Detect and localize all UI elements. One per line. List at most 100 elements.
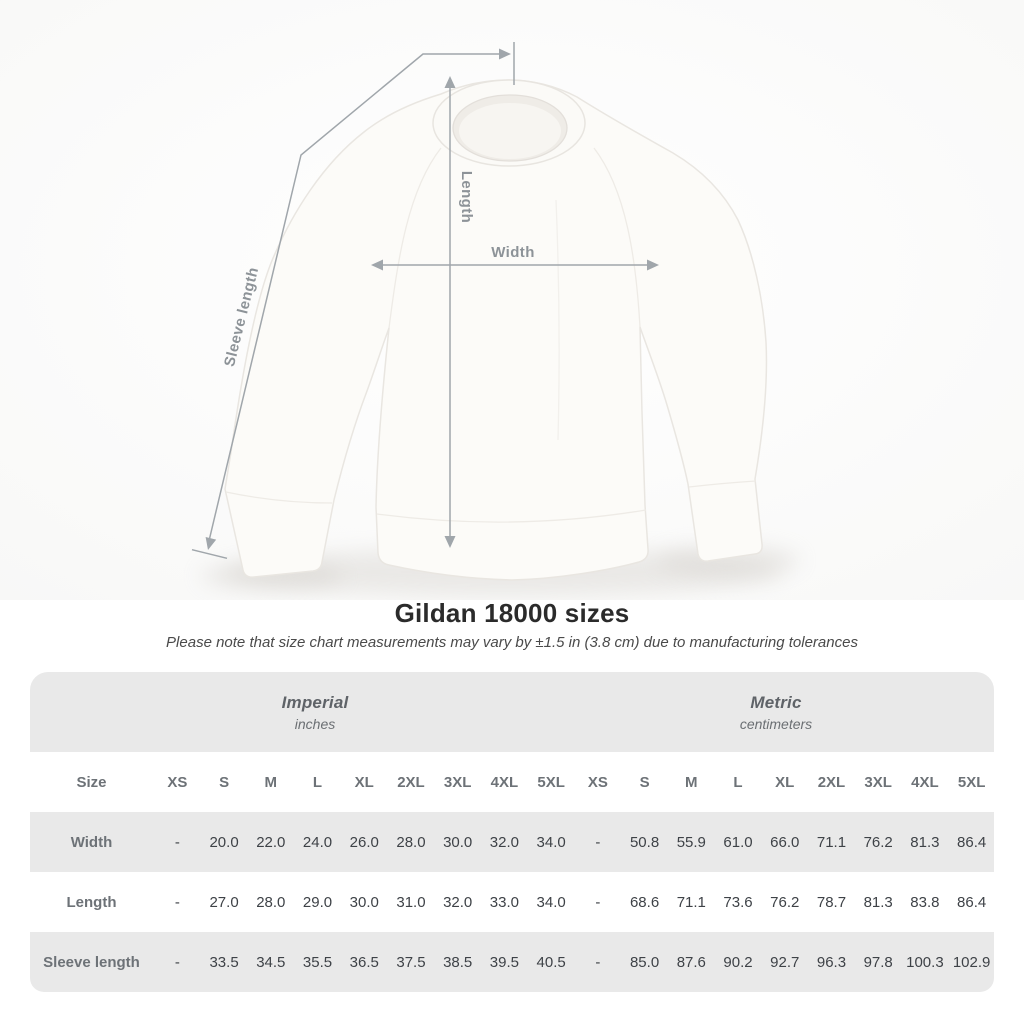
value-cell: 27.0: [199, 872, 247, 932]
value-cell: 86.4: [947, 812, 994, 872]
width-label: Width: [491, 244, 535, 261]
value-cell: 83.8: [900, 872, 948, 932]
value-cell: -: [573, 812, 621, 872]
value-cell: 76.2: [853, 812, 901, 872]
value-cell: 37.5: [386, 932, 434, 992]
value-cell: 26.0: [339, 812, 387, 872]
sweatshirt-body: [224, 79, 768, 581]
value-cell: 100.3: [900, 932, 948, 992]
size-col-header: 5XL: [526, 752, 574, 812]
value-cell: 71.1: [666, 872, 714, 932]
value-cell: 32.0: [433, 872, 481, 932]
sleeve-top-arrow: [499, 48, 511, 60]
value-cell: 50.8: [620, 812, 667, 872]
value-cell: -: [153, 872, 200, 932]
size-column-header: Size: [30, 752, 153, 812]
value-cell: 33.0: [480, 872, 527, 932]
value-cell: 33.5: [199, 932, 247, 992]
measurement-annotations: [191, 42, 659, 560]
imperial-unit-header: Imperial inches: [282, 672, 349, 752]
size-col-header: 2XL: [386, 752, 434, 812]
value-cell: 38.5: [433, 932, 481, 992]
size-col-header: S: [199, 752, 247, 812]
size-col-header: XS: [573, 752, 621, 812]
value-cell: 34.5: [246, 932, 294, 992]
value-cell: 85.0: [620, 932, 667, 992]
left-cuff-seam: [225, 491, 333, 504]
width-right-arrow: [647, 259, 659, 271]
sweatshirt-measurement-diagram: Length Width Sleeve length: [0, 0, 1024, 600]
value-cell: 90.2: [713, 932, 761, 992]
width-left-arrow: [371, 259, 383, 271]
value-cell: 39.5: [480, 932, 527, 992]
value-cell: -: [153, 812, 200, 872]
size-col-header: 3XL: [433, 752, 481, 812]
sweatshirt-photo: [200, 79, 800, 596]
value-cell: 87.6: [666, 932, 714, 992]
size-col-header: L: [293, 752, 340, 812]
row-label: Length: [30, 872, 153, 932]
sleeve-end-arrow: [205, 537, 217, 550]
imperial-label: Imperial: [281, 692, 349, 712]
size-col-header: M: [666, 752, 714, 812]
value-cell: 76.2: [760, 872, 808, 932]
value-cell: 29.0: [293, 872, 340, 932]
metric-unit-header: Metric centimeters: [740, 672, 812, 752]
length-label: Length: [458, 171, 475, 223]
size-col-header: 5XL: [947, 752, 994, 812]
left-armhole-seam: [388, 147, 442, 329]
value-cell: 102.9: [947, 932, 994, 992]
waistband-seam: [376, 509, 647, 523]
value-cell: 28.0: [246, 872, 294, 932]
imperial-sublabel: inches: [294, 715, 336, 732]
value-cell: 86.4: [947, 872, 994, 932]
value-cell: 81.3: [853, 872, 901, 932]
length-bottom-arrow: [444, 536, 456, 548]
metric-sublabel: centimeters: [739, 715, 813, 732]
size-grid: Size XS S M L XL 2XL 3XL 4XL 5XL XS S M L XL 2XL 3XL 4XL 5…: [30, 752, 994, 992]
value-cell: 30.0: [433, 812, 481, 872]
page-title: Gildan 18000 sizes: [394, 598, 630, 628]
value-cell: 71.1: [807, 812, 854, 872]
value-cell: -: [573, 872, 621, 932]
value-cell: -: [153, 932, 200, 992]
size-col-header: L: [713, 752, 761, 812]
size-col-header: M: [246, 752, 294, 812]
value-cell: 30.0: [339, 872, 387, 932]
size-col-header: S: [620, 752, 667, 812]
sleeve-length-line: [207, 53, 506, 546]
tolerance-note: Please note that size chart measurements…: [166, 634, 858, 651]
value-cell: 34.0: [526, 812, 574, 872]
size-col-header: XL: [760, 752, 808, 812]
size-col-header: 4XL: [900, 752, 948, 812]
metric-label: Metric: [750, 692, 802, 712]
value-cell: 22.0: [246, 812, 294, 872]
fabric-fold: [555, 199, 560, 441]
value-cell: 73.6: [713, 872, 761, 932]
value-cell: 61.0: [713, 812, 761, 872]
value-cell: 20.0: [199, 812, 247, 872]
sleeve-length-endcap: [191, 548, 228, 560]
value-cell: 35.5: [293, 932, 340, 992]
value-cell: 97.8: [853, 932, 901, 992]
value-cell: 81.3: [900, 812, 948, 872]
value-cell: 34.0: [526, 872, 574, 932]
size-chart-table: Imperial inches Metric centimeters Size X…: [30, 672, 994, 992]
size-col-header: 3XL: [853, 752, 901, 812]
size-col-header: 2XL: [807, 752, 854, 812]
value-cell: -: [573, 932, 621, 992]
value-cell: 32.0: [480, 812, 527, 872]
size-col-header: 4XL: [480, 752, 527, 812]
value-cell: 55.9: [666, 812, 714, 872]
row-label: Width: [30, 812, 153, 872]
value-cell: 96.3: [807, 932, 854, 992]
collar-back-panel: [459, 103, 561, 159]
value-cell: 68.6: [620, 872, 667, 932]
value-cell: 36.5: [339, 932, 387, 992]
size-col-header: XS: [153, 752, 200, 812]
value-cell: 28.0: [386, 812, 434, 872]
right-armhole-seam: [593, 147, 641, 328]
unit-header-band: Imperial inches Metric centimeters: [30, 672, 994, 752]
value-cell: 78.7: [807, 872, 854, 932]
